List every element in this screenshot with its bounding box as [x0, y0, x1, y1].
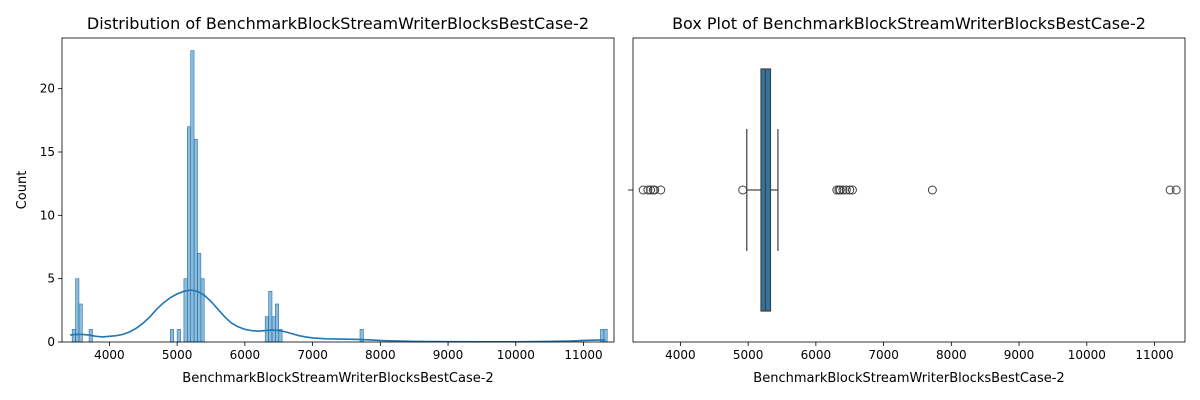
boxplot-panel: Box Plot of BenchmarkBlockStreamWriterBl… — [628, 14, 1186, 386]
boxplot-elements — [638, 68, 1181, 312]
x-tick-label: 5000 — [162, 348, 193, 362]
outlier-point — [650, 185, 660, 195]
x-tick-label: 4000 — [665, 348, 696, 362]
outlier-point — [656, 185, 666, 195]
histogram-bar — [75, 278, 80, 343]
outlier-point — [835, 185, 845, 195]
x-tick-label: 10000 — [497, 348, 535, 362]
x-tick-label: 11000 — [1135, 348, 1173, 362]
y-tick-label: 20 — [40, 82, 55, 96]
x-tick-label: 10000 — [1068, 348, 1106, 362]
outlier-point — [845, 185, 855, 195]
x-tick-label: 11000 — [564, 348, 602, 362]
histogram-y-ticks: 0 5 10 15 20 — [40, 82, 62, 349]
histogram-axes-frame — [61, 37, 615, 343]
outlier-point — [646, 185, 656, 195]
outlier-point — [1165, 185, 1175, 195]
kde-curve — [70, 289, 606, 343]
y-tick-label: 10 — [40, 208, 55, 222]
boxplot-x-ticks: 4000 5000 6000 7000 8000 9000 10000 11000 — [665, 342, 1174, 362]
histogram-bar — [71, 329, 76, 343]
x-tick-label: 7000 — [868, 348, 899, 362]
outlier-point — [643, 185, 653, 195]
histogram-title: Distribution of BenchmarkBlockStreamWrit… — [87, 14, 589, 33]
histogram-bar — [268, 291, 273, 343]
boxplot-axes-frame — [632, 37, 1186, 343]
histogram-bar — [187, 126, 191, 343]
histogram-bar — [176, 329, 181, 343]
x-tick-label: 6000 — [230, 348, 261, 362]
histogram-bar — [200, 278, 205, 343]
x-tick-label: 9000 — [1004, 348, 1035, 362]
histogram-x-ticks: 4000 5000 6000 7000 8000 9000 10000 11000 — [94, 342, 603, 362]
histogram-bar — [183, 278, 188, 343]
y-tick-label: 0 — [47, 335, 55, 349]
histogram-x-label: BenchmarkBlockStreamWriterBlocksBestCase… — [182, 371, 493, 386]
outlier-point — [927, 185, 937, 195]
x-tick-label: 9000 — [433, 348, 464, 362]
histogram-bar — [170, 329, 175, 343]
histogram-bar — [78, 303, 83, 343]
outlier-point — [638, 185, 648, 195]
boxplot-title: Box Plot of BenchmarkBlockStreamWriterBl… — [672, 14, 1146, 33]
outlier-point — [838, 185, 848, 195]
histogram-bar — [264, 316, 269, 343]
histogram-panel: Distribution of BenchmarkBlockStreamWrit… — [15, 14, 615, 386]
outlier-point — [847, 185, 857, 195]
y-tick-label: 5 — [47, 272, 55, 286]
histogram-bar — [275, 303, 280, 343]
x-tick-label: 8000 — [365, 348, 396, 362]
x-tick-label: 7000 — [297, 348, 328, 362]
outlier-point — [738, 185, 748, 195]
histogram-bar — [197, 253, 202, 343]
x-tick-label: 4000 — [94, 348, 125, 362]
x-tick-label: 5000 — [733, 348, 764, 362]
histogram-bar — [190, 50, 195, 343]
x-tick-label: 6000 — [801, 348, 832, 362]
outlier-point — [841, 185, 851, 195]
histogram-y-label: Count — [15, 171, 30, 210]
outlier-point — [1171, 185, 1181, 195]
x-tick-label: 8000 — [936, 348, 967, 362]
boxplot-x-label: BenchmarkBlockStreamWriterBlocksBestCase… — [753, 371, 1064, 386]
y-tick-label: 15 — [40, 145, 55, 159]
histogram-bar — [193, 139, 198, 343]
